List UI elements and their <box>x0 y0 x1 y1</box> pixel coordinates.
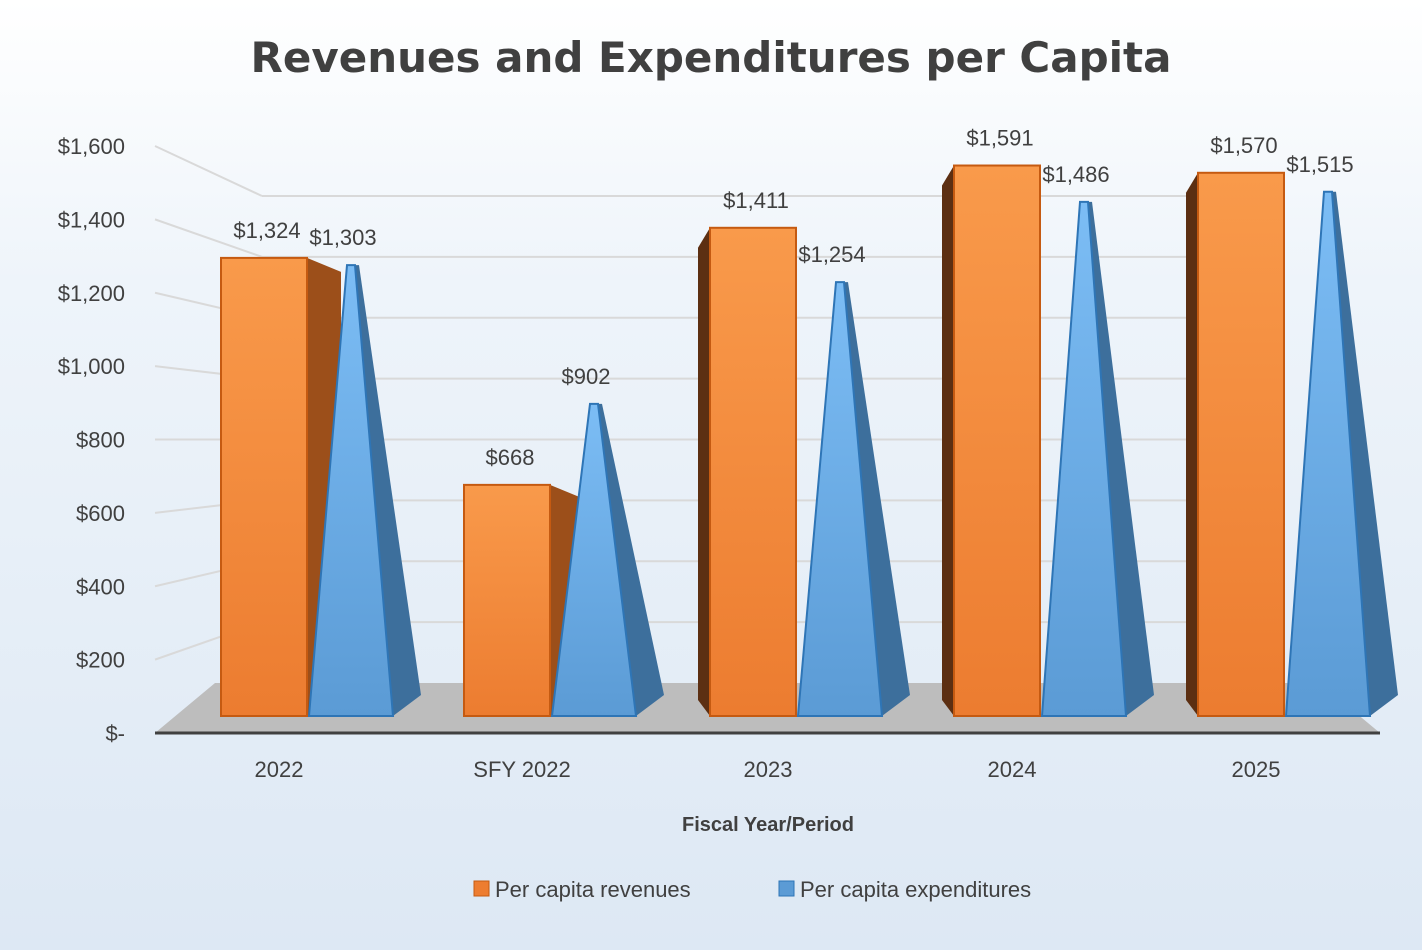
expenditure-cone-shadow <box>351 265 421 716</box>
legend-label-expenditures: Per capita expenditures <box>800 877 1031 902</box>
x-tick-label: 2024 <box>988 757 1037 782</box>
expenditure-cone-shadow <box>1084 201 1154 716</box>
expenditure-cone-shadow <box>840 282 910 716</box>
x-axis: 2022 SFY 2022 2023 2024 2025 <box>255 757 1281 782</box>
revenue-bar[interactable] <box>709 226 797 717</box>
x-tick-label: SFY 2022 <box>473 757 570 782</box>
revenue-bar[interactable] <box>1197 171 1285 717</box>
revenue-bar-side <box>698 227 710 716</box>
legend-swatch-revenues <box>473 880 490 897</box>
x-tick-label: 2025 <box>1232 757 1281 782</box>
y-tick-label: $800 <box>76 428 125 453</box>
legend-label-revenues: Per capita revenues <box>495 877 691 902</box>
y-tick-label: $200 <box>76 648 125 673</box>
revenue-bar-side <box>1186 172 1198 716</box>
expenditure-data-label: $1,515 <box>1286 152 1353 177</box>
chart-title: Revenues and Expenditures per Capita <box>251 33 1172 82</box>
y-tick-label: $- <box>105 721 125 746</box>
y-tick-label: $1,000 <box>58 354 125 379</box>
revenue-data-label: $1,591 <box>966 126 1033 151</box>
expenditure-data-label: $1,486 <box>1042 162 1109 187</box>
bars: $1,324 $1,303 $668 $902 $1,411 $1,254 $1,591 $1… <box>220 126 1398 718</box>
x-tick-label: 2023 <box>744 757 793 782</box>
expenditure-cone[interactable] <box>1284 190 1372 717</box>
expenditure-data-label: $1,254 <box>798 242 865 267</box>
legend-item-revenues[interactable]: Per capita revenues <box>473 877 691 902</box>
legend-item-expenditures[interactable]: Per capita expenditures <box>778 877 1031 902</box>
expenditure-cone[interactable] <box>550 402 638 717</box>
revenue-bar[interactable] <box>953 164 1041 718</box>
gridline-side <box>154 218 263 258</box>
legend-swatch-expenditures <box>778 880 795 897</box>
y-tick-label: $1,600 <box>58 134 125 159</box>
y-tick-label: $600 <box>76 501 125 526</box>
revenue-data-label: $1,411 <box>723 188 789 213</box>
expenditure-cone[interactable] <box>796 281 884 717</box>
revenue-data-label: $1,570 <box>1210 133 1277 158</box>
x-axis-title: Fiscal Year/Period <box>682 814 854 836</box>
expenditure-cone-shadow <box>1328 191 1398 716</box>
gridline-side <box>154 145 263 197</box>
revenue-data-label: $1,324 <box>233 218 300 243</box>
y-tick-label: $1,200 <box>58 281 125 306</box>
legend: Per capita revenues Per capita expenditu… <box>473 877 1031 902</box>
expenditure-cone[interactable] <box>1040 200 1128 717</box>
revenue-bar[interactable] <box>220 256 308 717</box>
y-tick-label: $400 <box>76 574 125 599</box>
y-tick-label: $1,400 <box>58 207 125 232</box>
revenue-data-label: $668 <box>486 445 535 470</box>
revenue-bar[interactable] <box>463 483 551 718</box>
x-tick-label: 2022 <box>255 757 304 782</box>
revenue-bar-side <box>942 165 954 716</box>
expenditure-cone[interactable] <box>307 264 395 717</box>
expenditure-cone-shadow <box>594 403 664 716</box>
y-axis: $- $200 $400 $600 $800 $1,000 $1,200 $1,400 $1,6… <box>58 134 125 746</box>
expenditure-data-label: $1,303 <box>309 225 376 250</box>
expenditure-data-label: $902 <box>562 364 611 389</box>
